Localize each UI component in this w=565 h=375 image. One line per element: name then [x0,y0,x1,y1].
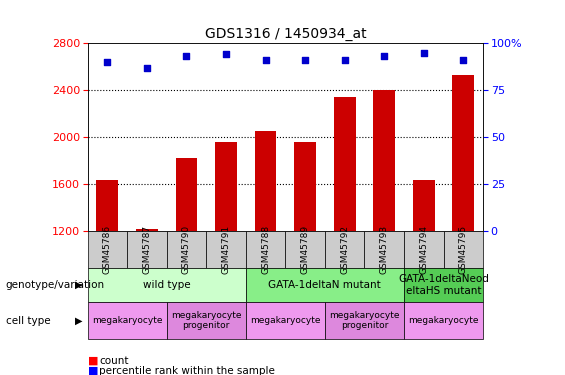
Point [221,51,231,57]
Point [182,53,191,59]
Point [419,50,428,55]
Bar [373,90,395,231]
Point [261,57,270,63]
Text: GSM45791: GSM45791 [221,225,231,274]
Bar [334,97,355,231]
Text: GSM45794: GSM45794 [419,225,428,274]
Text: GSM45786: GSM45786 [103,225,112,274]
Title: GDS1316 / 1450934_at: GDS1316 / 1450934_at [205,27,366,41]
Text: count: count [99,356,128,366]
Bar [413,180,434,231]
Text: GATA-1deltaN mutant: GATA-1deltaN mutant [268,280,381,290]
Text: GSM45792: GSM45792 [340,225,349,274]
Text: megakaryocyte
progenitor: megakaryocyte progenitor [171,311,241,330]
Point [380,53,389,59]
Point [459,57,468,63]
Text: megakaryocyte: megakaryocyte [92,316,162,325]
Text: ■: ■ [88,366,98,375]
Text: megakaryocyte: megakaryocyte [408,316,479,325]
Text: genotype/variation: genotype/variation [6,280,105,290]
Text: megakaryocyte
progenitor: megakaryocyte progenitor [329,311,399,330]
Text: percentile rank within the sample: percentile rank within the sample [99,366,275,375]
Text: cell type: cell type [6,316,50,326]
Bar [294,142,316,231]
Text: GSM45789: GSM45789 [301,225,310,274]
Text: GSM45793: GSM45793 [380,225,389,274]
Text: ▶: ▶ [75,280,83,290]
Bar [255,131,276,231]
Point [301,57,310,63]
Bar [453,75,474,231]
Point [142,64,151,70]
Point [340,57,349,63]
Text: GSM45795: GSM45795 [459,225,468,274]
Bar [176,158,197,231]
Text: GSM45790: GSM45790 [182,225,191,274]
Text: GSM45787: GSM45787 [142,225,151,274]
Text: ■: ■ [88,356,98,366]
Bar [215,142,237,231]
Bar [136,230,158,231]
Text: wild type: wild type [143,280,190,290]
Bar [97,180,118,231]
Text: megakaryocyte: megakaryocyte [250,316,320,325]
Text: ▶: ▶ [75,316,83,326]
Point [103,59,112,65]
Text: GSM45788: GSM45788 [261,225,270,274]
Text: GATA-1deltaNeod
eltaHS mutant: GATA-1deltaNeod eltaHS mutant [398,274,489,296]
